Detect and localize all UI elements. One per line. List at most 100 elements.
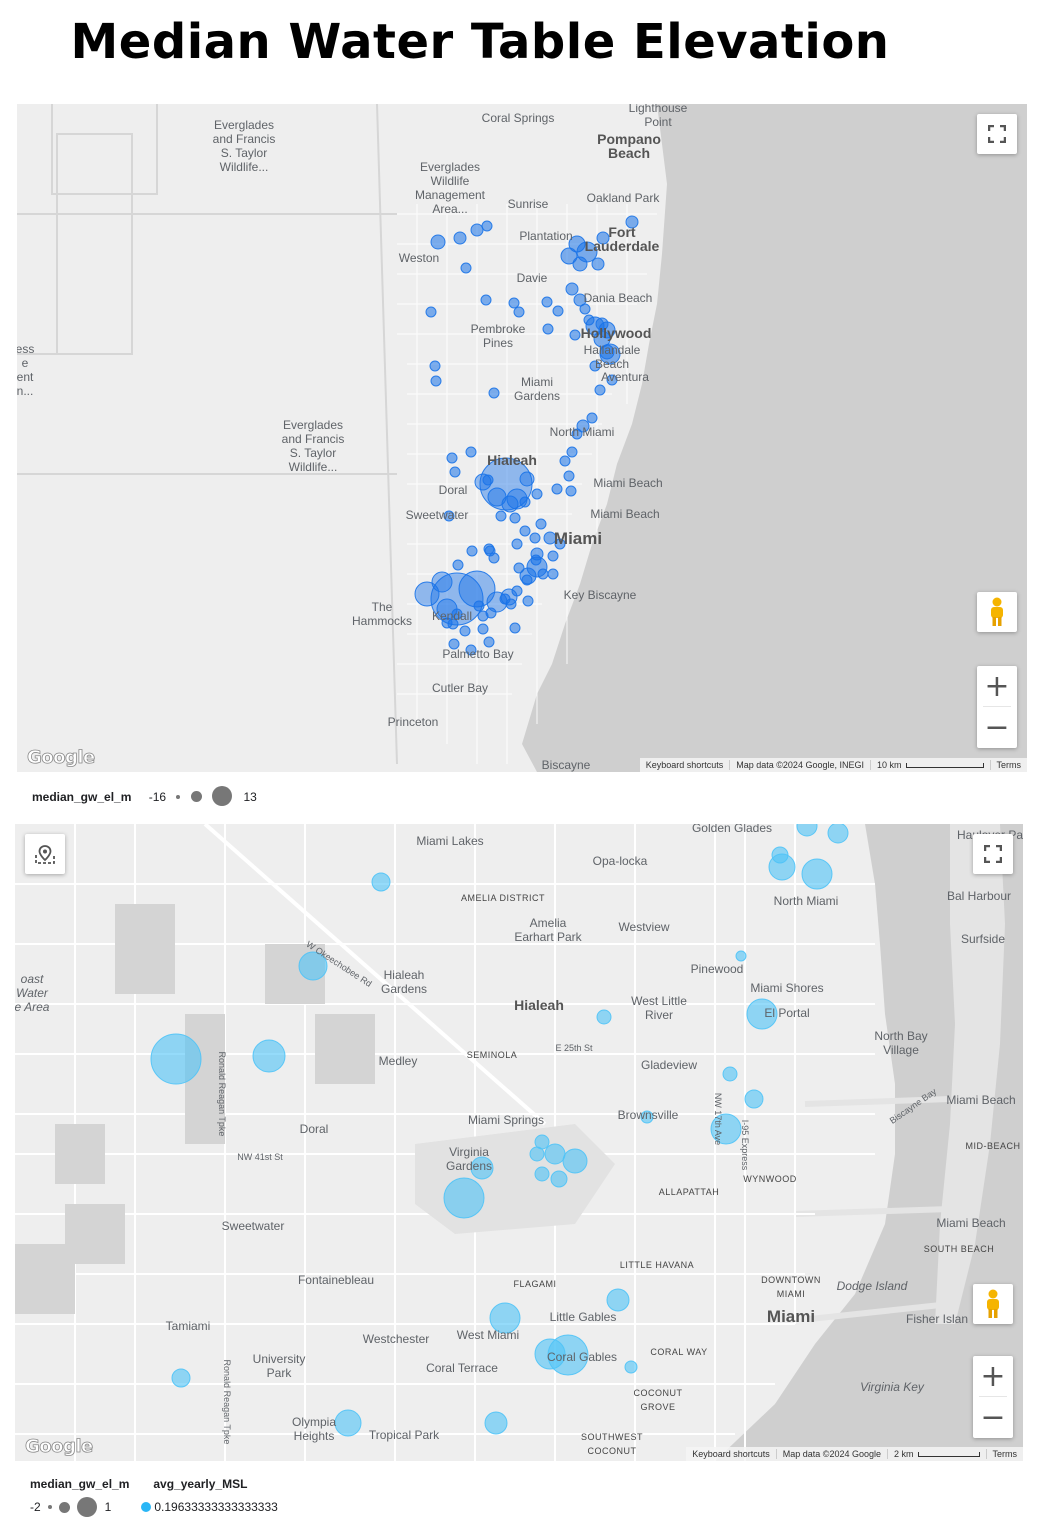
map-marker[interactable] (495, 510, 507, 522)
map-marker[interactable] (593, 330, 611, 348)
zoom-out-button[interactable]: − (984, 709, 1010, 745)
map-marker[interactable] (594, 384, 606, 396)
keyboard-shortcuts-link[interactable]: Keyboard shortcuts (645, 760, 724, 770)
map-marker[interactable] (509, 512, 521, 524)
overview-map[interactable]: Coral Springs Lighthouse Point Pompano Beach… (17, 104, 1027, 772)
map-marker[interactable] (501, 495, 519, 513)
map-marker[interactable] (519, 525, 531, 537)
map-marker[interactable] (480, 294, 492, 306)
map-marker[interactable] (576, 419, 590, 433)
map-marker[interactable] (522, 595, 534, 607)
map-marker[interactable] (547, 550, 559, 562)
map-marker[interactable] (801, 858, 833, 890)
map-marker[interactable] (746, 998, 778, 1030)
map-marker[interactable] (171, 1368, 191, 1388)
map-marker[interactable] (430, 234, 446, 250)
map-marker[interactable] (465, 644, 477, 656)
map-marker[interactable] (511, 538, 523, 550)
map-marker[interactable] (430, 375, 442, 387)
map-marker[interactable] (554, 538, 566, 550)
map-marker[interactable] (531, 488, 543, 500)
map-marker[interactable] (506, 488, 528, 510)
map-marker[interactable] (443, 510, 455, 522)
map-marker[interactable] (513, 306, 525, 318)
map-marker[interactable] (470, 1156, 494, 1180)
map-marker[interactable] (625, 215, 639, 229)
map-marker[interactable] (529, 1146, 545, 1162)
map-marker[interactable] (452, 559, 464, 571)
map-marker[interactable] (252, 1039, 286, 1073)
map-marker[interactable] (298, 951, 328, 981)
map-marker[interactable] (534, 1166, 550, 1182)
map-marker[interactable] (436, 598, 458, 620)
map-marker[interactable] (624, 1360, 638, 1374)
map-marker[interactable] (486, 591, 508, 613)
keyboard-shortcuts-link[interactable]: Keyboard shortcuts (692, 1449, 770, 1459)
map-marker[interactable] (560, 247, 578, 265)
map-marker[interactable] (519, 567, 537, 585)
map-marker[interactable] (474, 473, 492, 491)
map-marker[interactable] (544, 1143, 566, 1165)
map-marker[interactable] (460, 262, 472, 274)
map-marker[interactable] (565, 282, 579, 296)
map-marker[interactable] (414, 581, 440, 607)
map-marker[interactable] (443, 1177, 485, 1219)
map-marker[interactable] (547, 1334, 589, 1376)
map-marker[interactable] (552, 305, 564, 317)
zoom-in-button[interactable]: + (984, 668, 1010, 704)
map-marker[interactable] (509, 622, 521, 634)
fullscreen-button[interactable] (977, 114, 1017, 154)
map-marker[interactable] (566, 446, 578, 458)
map-marker[interactable] (589, 360, 601, 372)
map-marker[interactable] (827, 824, 849, 844)
map-marker[interactable] (559, 455, 571, 467)
map-marker[interactable] (542, 323, 554, 335)
my-location-button[interactable] (25, 834, 65, 874)
map-marker[interactable] (586, 412, 598, 424)
terms-link[interactable]: Terms (985, 1449, 1024, 1459)
zoom-in-button[interactable]: + (980, 1358, 1006, 1394)
map-marker[interactable] (573, 293, 587, 307)
map-marker[interactable] (591, 257, 605, 271)
map-marker[interactable] (551, 483, 563, 495)
map-marker[interactable] (530, 547, 544, 561)
map-marker[interactable] (565, 485, 577, 497)
map-marker[interactable] (453, 231, 467, 245)
map-marker[interactable] (596, 231, 610, 245)
map-marker[interactable] (768, 853, 796, 881)
map-marker[interactable] (535, 518, 547, 530)
map-marker[interactable] (500, 588, 518, 606)
map-marker[interactable] (477, 610, 489, 622)
map-marker[interactable] (543, 531, 557, 545)
map-marker[interactable] (489, 1302, 521, 1334)
street-view-pegman-button[interactable] (973, 1284, 1013, 1324)
map-marker[interactable] (150, 1033, 202, 1085)
map-marker[interactable] (483, 636, 495, 648)
map-marker[interactable] (425, 306, 437, 318)
map-marker[interactable] (796, 824, 818, 837)
map-marker[interactable] (513, 562, 525, 574)
terms-link[interactable]: Terms (989, 760, 1028, 770)
map-marker[interactable] (519, 471, 535, 487)
map-marker[interactable] (710, 1113, 742, 1145)
map-marker[interactable] (569, 329, 581, 341)
map-marker[interactable] (465, 446, 477, 458)
map-marker[interactable] (722, 1066, 738, 1082)
map-marker[interactable] (735, 950, 747, 962)
map-marker[interactable] (334, 1409, 362, 1437)
map-marker[interactable] (547, 568, 559, 580)
map-marker[interactable] (550, 1170, 568, 1188)
map-marker[interactable] (488, 387, 500, 399)
map-marker[interactable] (449, 466, 461, 478)
street-view-pegman-button[interactable] (977, 592, 1017, 632)
map-marker[interactable] (606, 374, 618, 386)
map-marker[interactable] (477, 623, 489, 635)
map-marker[interactable] (458, 570, 496, 608)
map-marker[interactable] (371, 872, 391, 892)
map-marker[interactable] (484, 545, 496, 557)
map-marker[interactable] (572, 256, 588, 272)
map-marker[interactable] (563, 470, 575, 482)
map-marker[interactable] (640, 1110, 654, 1124)
map-marker[interactable] (470, 223, 484, 237)
